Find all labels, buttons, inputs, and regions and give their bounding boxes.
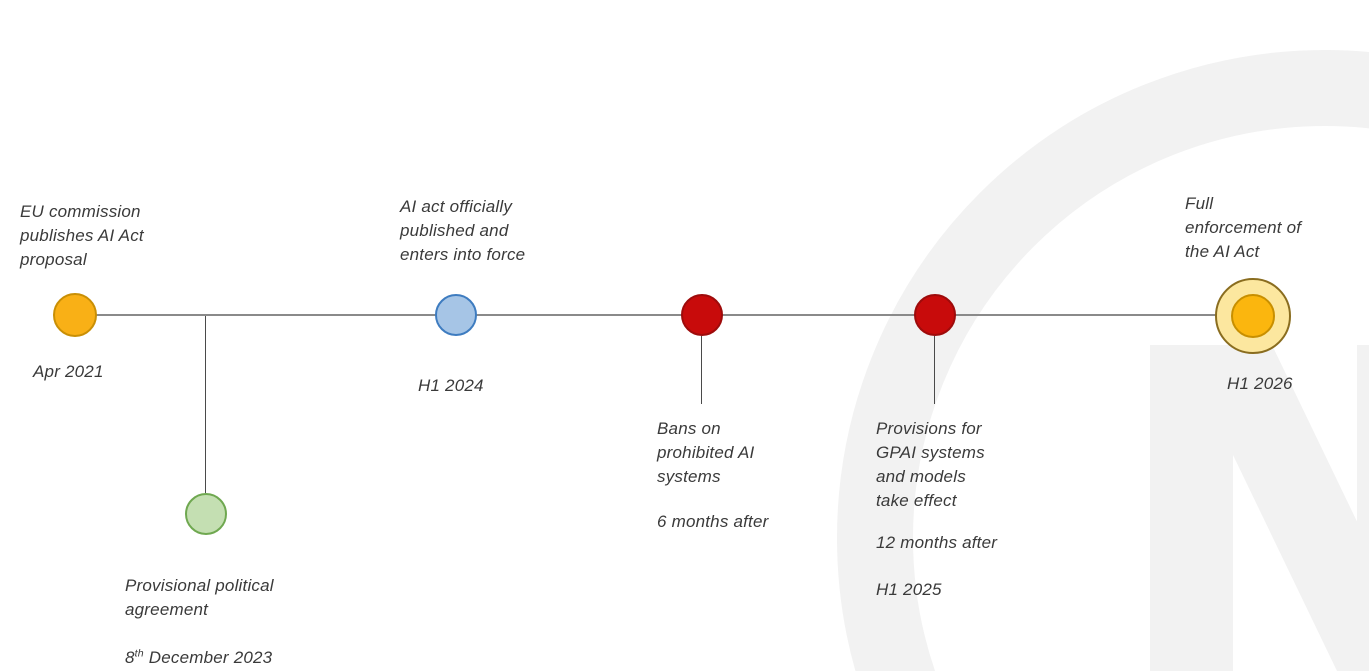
connector-bans bbox=[701, 336, 702, 404]
event-note-bans: 6 months after bbox=[657, 512, 769, 531]
event-node-provisional-agreement bbox=[185, 493, 227, 535]
event-node-proposal bbox=[53, 293, 97, 337]
watermark-letter-n-right-stroke bbox=[1357, 345, 1369, 671]
event-date-published: H1 2024 bbox=[418, 376, 484, 395]
event-title-bans: Bans on prohibited AI systems bbox=[657, 419, 755, 486]
watermark-ring bbox=[837, 50, 1369, 671]
connector-provisional-agreement bbox=[205, 316, 206, 493]
event-node-published bbox=[435, 294, 477, 336]
event-date-proposal: Apr 2021 bbox=[33, 362, 104, 381]
event-title-published: AI act officially published and enters i… bbox=[400, 197, 526, 264]
timeline-axis bbox=[75, 314, 1253, 316]
event-date-enforcement: H1 2026 bbox=[1227, 374, 1293, 393]
event-node-enforcement bbox=[1231, 294, 1275, 338]
event-node-gpai bbox=[914, 294, 956, 336]
event-note-gpai: 12 months after bbox=[876, 533, 998, 552]
event-date-provisional-agreement: 8th December 2023 bbox=[125, 647, 273, 667]
event-title-text: Provisional political agreement bbox=[125, 576, 274, 619]
connector-gpai bbox=[934, 336, 935, 404]
event-title-gpai: Provisions for GPAI systems and models t… bbox=[876, 419, 985, 510]
event-node-bans bbox=[681, 294, 723, 336]
event-title-enforcement: Full enforcement of the AI Act bbox=[1185, 194, 1302, 261]
event-title-proposal: EU commission publishes AI Act proposal bbox=[20, 202, 144, 269]
event-title-provisional-agreement: Provisional political agreement 8th Dece… bbox=[125, 550, 274, 671]
event-date-gpai: H1 2025 bbox=[876, 580, 942, 599]
ordinal-superscript: th bbox=[134, 647, 144, 660]
watermark-letter-n-left-diagonal bbox=[1150, 345, 1369, 671]
